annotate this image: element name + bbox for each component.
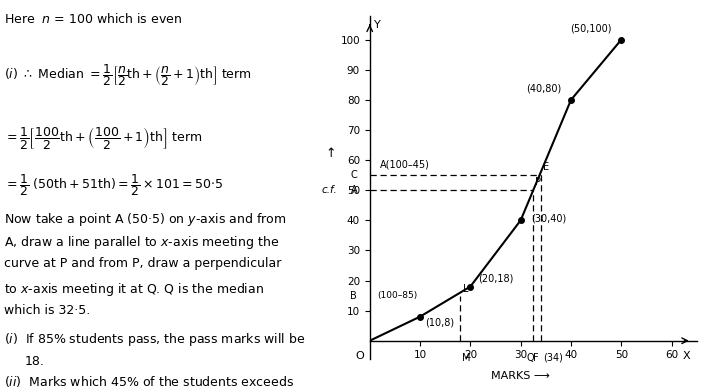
Text: M: M [462,353,470,363]
Text: (10,8): (10,8) [425,317,454,327]
Text: $(i)$  If 85% students pass, the pass marks will be: $(i)$ If 85% students pass, the pass mar… [4,332,305,349]
Text: Y: Y [374,20,380,30]
Text: $= \dfrac{1}{2}\left[\dfrac{100}{2}\mathrm{th}+\left(\dfrac{100}{2}+1\right)\mat: $= \dfrac{1}{2}\left[\dfrac{100}{2}\math… [4,125,202,151]
Text: c.f.: c.f. [321,185,337,195]
Text: E: E [542,162,549,172]
Text: $= \dfrac{1}{2}\ (50\mathrm{th} + 51\mathrm{th}) = \dfrac{1}{2}\times 101 = 50{\: $= \dfrac{1}{2}\ (50\mathrm{th} + 51\mat… [4,172,223,197]
Text: curve at P and from P, draw a perpendicular: curve at P and from P, draw a perpendicu… [4,257,281,270]
Text: $(i)$ $\therefore$ Median $= \dfrac{1}{2}\left[\dfrac{n}{2}\mathrm{th}+\left(\df: $(i)$ $\therefore$ Median $= \dfrac{1}{2… [4,62,252,88]
Text: $\uparrow$: $\uparrow$ [324,146,336,160]
Text: (20,18): (20,18) [478,273,513,284]
Text: B: B [351,291,357,301]
Text: (50,100): (50,100) [570,24,611,34]
Text: F: F [533,353,538,363]
Text: 18.: 18. [25,355,45,368]
Text: (30,40): (30,40) [530,213,566,223]
Text: A: A [351,185,357,195]
Text: Now take a point A (50·5) on $y$-axis and from: Now take a point A (50·5) on $y$-axis an… [4,211,286,228]
Text: L: L [463,284,469,294]
Text: $(ii)$  Marks which 45% of the students exceeds: $(ii)$ Marks which 45% of the students e… [4,374,294,389]
Text: O: O [356,351,364,361]
Text: MARKS ⟶: MARKS ⟶ [491,371,550,381]
Text: C: C [351,170,357,180]
Text: A(100–45): A(100–45) [380,159,429,169]
Text: P: P [535,177,541,187]
Text: A, draw a line parallel to $x$-axis meeting the: A, draw a line parallel to $x$-axis meet… [4,234,279,251]
Text: (34): (34) [543,353,563,363]
Text: (40,80): (40,80) [525,84,561,94]
Text: (100–85): (100–85) [378,291,417,300]
Text: which is 32·5.: which is 32·5. [4,304,90,317]
Text: Here  $n$ = 100 which is even: Here $n$ = 100 which is even [4,12,181,26]
Text: X: X [683,351,690,361]
Text: Q: Q [527,353,535,363]
Text: to $x$-axis meeting it at Q. Q is the median: to $x$-axis meeting it at Q. Q is the me… [4,281,264,298]
